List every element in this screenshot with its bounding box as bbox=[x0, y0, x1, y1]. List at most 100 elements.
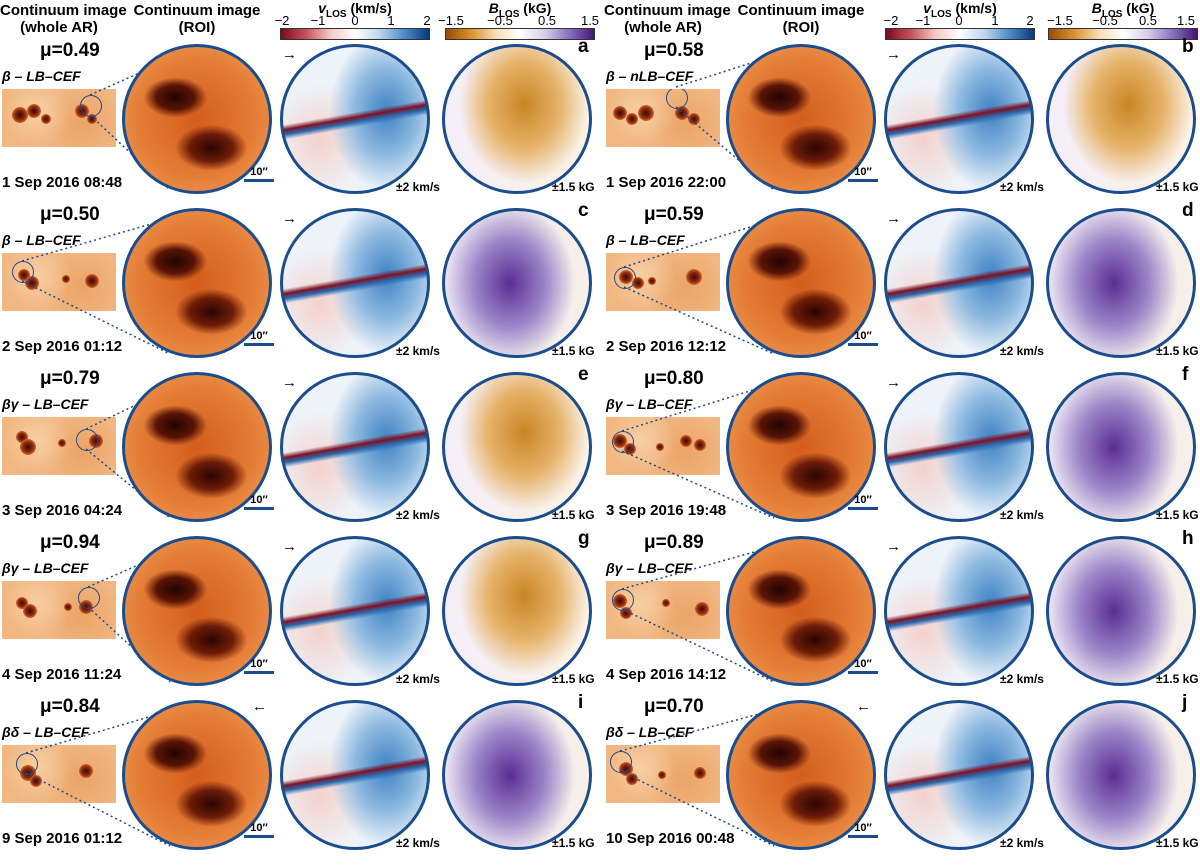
arrow-right-icon: → bbox=[886, 374, 901, 391]
panel-letter: h bbox=[1182, 528, 1194, 549]
header-continuum-whole: Continuum image (whole AR) bbox=[0, 2, 127, 36]
panel-g: μ=0.94 βγ – LB–CEF 4 Sep 2016 11:24 → g 10′′ ±… bbox=[0, 528, 1200, 702]
blos-tick: 0.5 bbox=[1138, 13, 1158, 28]
scale-bar-line bbox=[244, 343, 274, 346]
blos-unit: (kG) bbox=[1122, 0, 1155, 16]
velocity-range-label: ±2 km/s bbox=[396, 344, 440, 358]
observation-date: 2 Sep 2016 12:12 bbox=[606, 338, 727, 355]
velocity-range-label: ±2 km/s bbox=[396, 672, 440, 686]
arrow-right-icon: → bbox=[282, 46, 297, 63]
scale-bar-line bbox=[244, 179, 274, 182]
velocity-range-label: ±2 km/s bbox=[396, 180, 440, 194]
bfield-range-label: ±1.5 kG bbox=[552, 180, 595, 194]
scale-bar: 10′′ bbox=[848, 822, 878, 838]
velocity-disk bbox=[884, 372, 1034, 522]
bfield-range-label: ±1.5 kG bbox=[552, 344, 595, 358]
observation-date: 4 Sep 2016 14:12 bbox=[606, 666, 727, 683]
observation-date: 10 Sep 2016 00:48 bbox=[606, 830, 735, 847]
scale-bar: 10′′ bbox=[244, 166, 274, 182]
bfield-range-label: ±1.5 kG bbox=[1156, 508, 1199, 522]
blos-symbol: B bbox=[488, 0, 499, 16]
sunspot bbox=[64, 603, 72, 611]
mu-label: μ=0.59 bbox=[644, 204, 704, 225]
magnetic-field-disk bbox=[1046, 208, 1196, 358]
scale-bar-label: 10′′ bbox=[854, 330, 872, 342]
continuum-roi-disk bbox=[726, 372, 876, 522]
magnetic-field-disk bbox=[442, 44, 592, 194]
header-text: Continuum image bbox=[133, 2, 261, 19]
vlos-tick: 0 bbox=[955, 13, 963, 28]
magnetic-field-disk bbox=[1046, 372, 1196, 522]
whole-ar-thumbnail bbox=[606, 417, 720, 475]
panel-letter: g bbox=[578, 528, 590, 549]
classification-label: β – LB–CEF bbox=[2, 68, 81, 84]
blos-symbol: B bbox=[1091, 0, 1102, 16]
vlos-tick: 0 bbox=[351, 13, 359, 28]
scale-bar: 10′′ bbox=[244, 658, 274, 674]
roi-selection-circle bbox=[612, 589, 634, 611]
velocity-disk bbox=[280, 700, 430, 850]
vlos-tick: −2 bbox=[274, 13, 290, 28]
magnetic-field-disk bbox=[442, 700, 592, 850]
header-subtext: (whole AR) bbox=[20, 19, 98, 36]
sunspot bbox=[58, 439, 66, 447]
header-subtext: (ROI) bbox=[782, 19, 820, 36]
blos-unit: (kG) bbox=[519, 0, 552, 16]
panel-c: μ=0.50 β – LB–CEF 2 Sep 2016 01:12 → c 10′′ ±2… bbox=[0, 200, 1200, 374]
velocity-range-label: ±2 km/s bbox=[396, 508, 440, 522]
whole-ar-thumbnail bbox=[606, 89, 720, 147]
magnetic-field-disk bbox=[442, 372, 592, 522]
sunspot bbox=[662, 599, 670, 607]
classification-label: βγ – LB–CEF bbox=[606, 396, 693, 412]
classification-label: βγ – LB–CEF bbox=[2, 560, 89, 576]
mu-label: μ=0.70 bbox=[644, 696, 704, 717]
blos-subscript: LOS bbox=[498, 8, 520, 20]
vlos-unit: (km/s) bbox=[346, 0, 392, 16]
blos-tick: −0.5 bbox=[1092, 13, 1118, 28]
panel-letter: a bbox=[578, 36, 589, 57]
scale-bar: 10′′ bbox=[848, 166, 878, 182]
roi-selection-circle bbox=[614, 267, 636, 289]
blos-tick: −1.5 bbox=[1047, 13, 1073, 28]
vlos-symbol: v bbox=[318, 0, 327, 16]
continuum-roi-disk bbox=[122, 536, 272, 686]
scale-bar: 10′′ bbox=[848, 330, 878, 346]
scale-bar-line bbox=[848, 507, 878, 510]
sunspot bbox=[20, 439, 36, 455]
continuum-roi-disk bbox=[122, 44, 272, 194]
panel-letter: b bbox=[1182, 36, 1194, 57]
vlos-tick: 2 bbox=[423, 13, 431, 28]
panel-letter: e bbox=[578, 364, 589, 385]
panel-letter: c bbox=[578, 200, 589, 221]
bfield-range-label: ±1.5 kG bbox=[552, 672, 595, 686]
classification-label: β – LB–CEF bbox=[606, 232, 685, 248]
roi-selection-circle bbox=[610, 751, 632, 773]
classification-label: β – nLB–CEF bbox=[606, 68, 694, 84]
blos-colorbar-title: BLOS (kG) bbox=[1048, 0, 1198, 20]
sunspot bbox=[658, 771, 666, 779]
scale-bar-label: 10′′ bbox=[854, 494, 872, 506]
magnetic-field-disk bbox=[1046, 44, 1196, 194]
sunspot bbox=[613, 106, 627, 120]
scale-bar-line bbox=[848, 179, 878, 182]
sunspot bbox=[694, 767, 706, 779]
velocity-disk bbox=[884, 208, 1034, 358]
scale-bar: 10′′ bbox=[848, 494, 878, 510]
classification-label: βδ – LB–CEF bbox=[606, 724, 694, 740]
continuum-roi-disk bbox=[726, 44, 876, 194]
velocity-disk bbox=[280, 372, 430, 522]
vlos-colorbar-title: vLOS (km/s) bbox=[280, 0, 430, 20]
scale-bar-label: 10′′ bbox=[250, 166, 268, 178]
arrow-right-icon: → bbox=[282, 210, 297, 227]
blos-tick: −1.5 bbox=[438, 13, 464, 28]
panel-d: μ=0.59 β – LB–CEF 2 Sep 2016 12:12 → d 10′′ ±2… bbox=[0, 200, 1200, 374]
scale-bar-label: 10′′ bbox=[854, 658, 872, 670]
sunspot bbox=[695, 602, 709, 616]
scale-bar-label: 10′′ bbox=[250, 658, 268, 670]
sunspot bbox=[656, 443, 664, 451]
continuum-roi-disk bbox=[726, 700, 876, 850]
velocity-range-label: ±2 km/s bbox=[1000, 836, 1044, 850]
scale-bar-label: 10′′ bbox=[250, 494, 268, 506]
vlos-tick: −2 bbox=[883, 13, 899, 28]
mu-label: μ=0.80 bbox=[644, 368, 704, 389]
